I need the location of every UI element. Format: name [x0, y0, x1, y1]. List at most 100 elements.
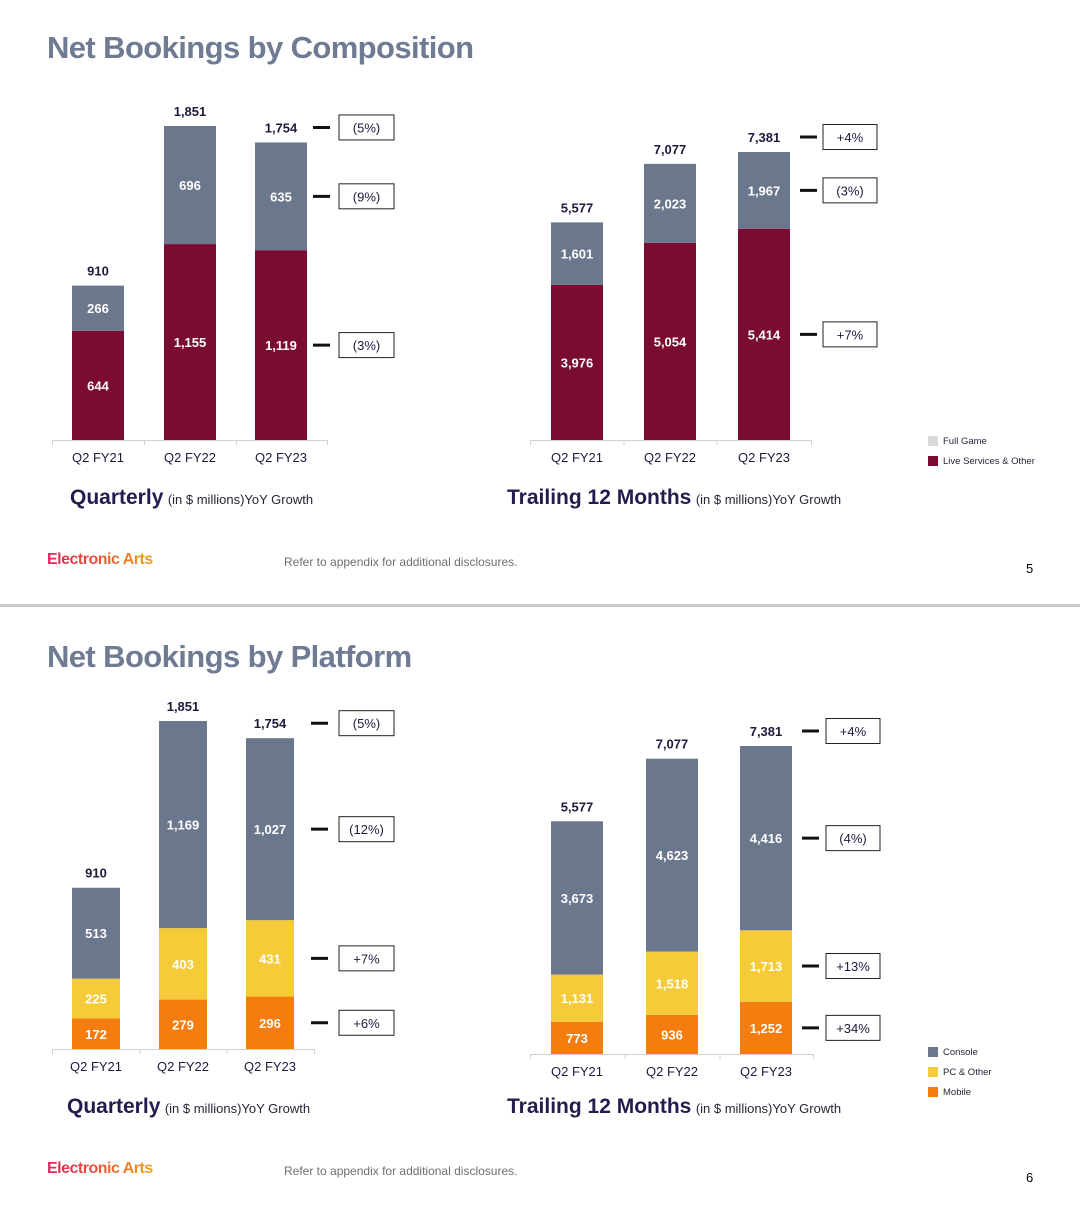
- bar-full-game-q2-fy22: [644, 163, 696, 243]
- ttm-caption: Trailing 12 Months (in $ millions)YoY Gr…: [507, 1095, 842, 1118]
- data-label: 773: [566, 1031, 588, 1046]
- yoy-label: (12%): [349, 822, 384, 837]
- yoy-label: +4%: [837, 130, 864, 145]
- legend-item-mobile: Mobile: [928, 1086, 992, 1098]
- data-label: 2,023: [654, 196, 687, 211]
- bar-mobile-q2-fy23: [246, 996, 294, 1049]
- data-label: 3,976: [561, 355, 594, 370]
- page-number: 5: [1026, 561, 1034, 576]
- total-label: 7,077: [656, 737, 689, 752]
- footnote: Refer to appendix for additional disclos…: [284, 1164, 518, 1178]
- data-label: 296: [259, 1016, 281, 1031]
- yoy-box: [338, 1009, 395, 1036]
- data-label: 403: [172, 957, 194, 972]
- bar-pc-other-q2-fy23: [246, 920, 294, 997]
- data-label: 1,027: [254, 822, 287, 837]
- x-tick-label: Q2 FY23: [738, 450, 790, 465]
- bar-pc-other-q2-fy21: [72, 978, 120, 1019]
- yoy-box: [822, 177, 878, 204]
- bar-console-q2-fy22: [646, 758, 698, 952]
- yoy-box: [338, 183, 395, 210]
- yoy-label: (5%): [353, 716, 380, 731]
- bar-pc-other-q2-fy23: [740, 930, 792, 1002]
- data-label: 5,414: [748, 327, 781, 342]
- bar-pc-other-q2-fy22: [159, 928, 207, 1000]
- total-label: 7,381: [748, 130, 781, 145]
- legend-item-console: Console: [928, 1046, 992, 1058]
- data-label: 1,119: [265, 338, 297, 353]
- data-label: 4,416: [750, 831, 783, 846]
- data-label: 644: [87, 378, 109, 393]
- data-label: 279: [172, 1017, 194, 1032]
- bar-console-q2-fy23: [246, 738, 294, 921]
- bar-full-game-q2-fy22: [164, 126, 216, 245]
- bar-mobile-q2-fy22: [646, 1014, 698, 1054]
- ea-logo: Electronic Arts: [47, 551, 153, 568]
- legend-item-pc-other: PC & Other: [928, 1066, 992, 1078]
- bar-full-game-q2-fy23: [738, 152, 790, 229]
- page-title: Net Bookings by Platform: [47, 639, 412, 674]
- bar-pc-other-q2-fy22: [646, 951, 698, 1015]
- page-number: 6: [1026, 1170, 1034, 1185]
- x-tick-label: Q2 FY23: [244, 1059, 296, 1074]
- yoy-box: [338, 816, 395, 843]
- bar-console-q2-fy21: [551, 821, 603, 975]
- bar-live-services-other-q2-fy21: [551, 284, 603, 440]
- x-tick-label: Q2 FY22: [157, 1059, 209, 1074]
- bar-mobile-q2-fy21: [72, 1018, 120, 1049]
- data-label: 1,169: [167, 818, 200, 833]
- total-label: 7,077: [654, 142, 687, 157]
- data-label: 1,713: [750, 959, 783, 974]
- data-label: 266: [87, 301, 109, 316]
- bar-live-services-other-q2-fy21: [72, 330, 124, 440]
- bar-mobile-q2-fy22: [159, 999, 207, 1049]
- data-label: 3,673: [561, 891, 594, 906]
- bar-full-game-q2-fy21: [72, 285, 124, 331]
- quarterly-composition-chart: 644 266 910 Q2 FY21 1,155 696 1,851 Q2 FY22 1,11…: [52, 104, 395, 465]
- yoy-label: +13%: [836, 959, 870, 974]
- data-label: 635: [270, 189, 292, 204]
- yoy-box: [825, 718, 881, 744]
- quarterly-caption: Quarterly (in $ millions)YoY Growth: [67, 1095, 311, 1118]
- total-label: 7,381: [750, 724, 783, 739]
- x-tick-label: Q2 FY21: [551, 1064, 603, 1079]
- quarterly-platform-chart: 172 225 513 910 Q2 FY21 279 403 1,169 1,851 Q2 FY…: [52, 699, 395, 1074]
- yoy-label: +4%: [840, 724, 867, 739]
- yoy-label: (4%): [839, 831, 866, 846]
- bar-live-services-other-q2-fy22: [644, 242, 696, 440]
- bar-live-services-other-q2-fy23: [255, 250, 307, 440]
- bar-pc-other-q2-fy21: [551, 974, 603, 1022]
- data-label: 513: [85, 926, 107, 941]
- yoy-box: [338, 332, 395, 359]
- yoy-box: [825, 1014, 881, 1041]
- x-tick-label: Q2 FY22: [644, 450, 696, 465]
- yoy-label: +6%: [353, 1016, 380, 1031]
- data-label: 1,967: [748, 183, 781, 198]
- bar-full-game-q2-fy23: [255, 142, 307, 251]
- yoy-box: [822, 124, 878, 150]
- x-tick-label: Q2 FY22: [164, 450, 216, 465]
- x-tick-label: Q2 FY23: [255, 450, 307, 465]
- ea-logo: Electronic Arts: [47, 1160, 153, 1177]
- quarterly-caption: Quarterly (in $ millions)YoY Growth: [70, 486, 314, 509]
- bar-live-services-other-q2-fy23: [738, 228, 790, 440]
- yoy-box: [338, 114, 395, 141]
- bar-live-services-other-q2-fy22: [164, 244, 216, 440]
- yoy-label: (3%): [836, 183, 863, 198]
- x-tick-label: Q2 FY21: [72, 450, 124, 465]
- total-label: 1,851: [174, 104, 207, 119]
- ttm-composition-chart: 3,976 1,601 5,577 Q2 FY21 5,054 2,023 7,077 Q2 …: [530, 124, 878, 465]
- slide-platform: Net Bookings by Platform 172 225 513 910 Q2 …: [0, 609, 1080, 1213]
- yoy-label: +7%: [353, 951, 380, 966]
- total-label: 910: [85, 866, 107, 881]
- total-label: 1,851: [167, 699, 200, 714]
- yoy-label: +34%: [836, 1021, 870, 1036]
- yoy-box: [825, 825, 881, 852]
- data-label: 431: [259, 951, 281, 966]
- footnote: Refer to appendix for additional disclos…: [284, 555, 518, 569]
- bar-console-q2-fy22: [159, 721, 207, 929]
- total-label: 5,577: [561, 799, 594, 814]
- yoy-label: (3%): [353, 338, 380, 353]
- data-label: 1,131: [561, 991, 594, 1006]
- data-label: 172: [85, 1027, 107, 1042]
